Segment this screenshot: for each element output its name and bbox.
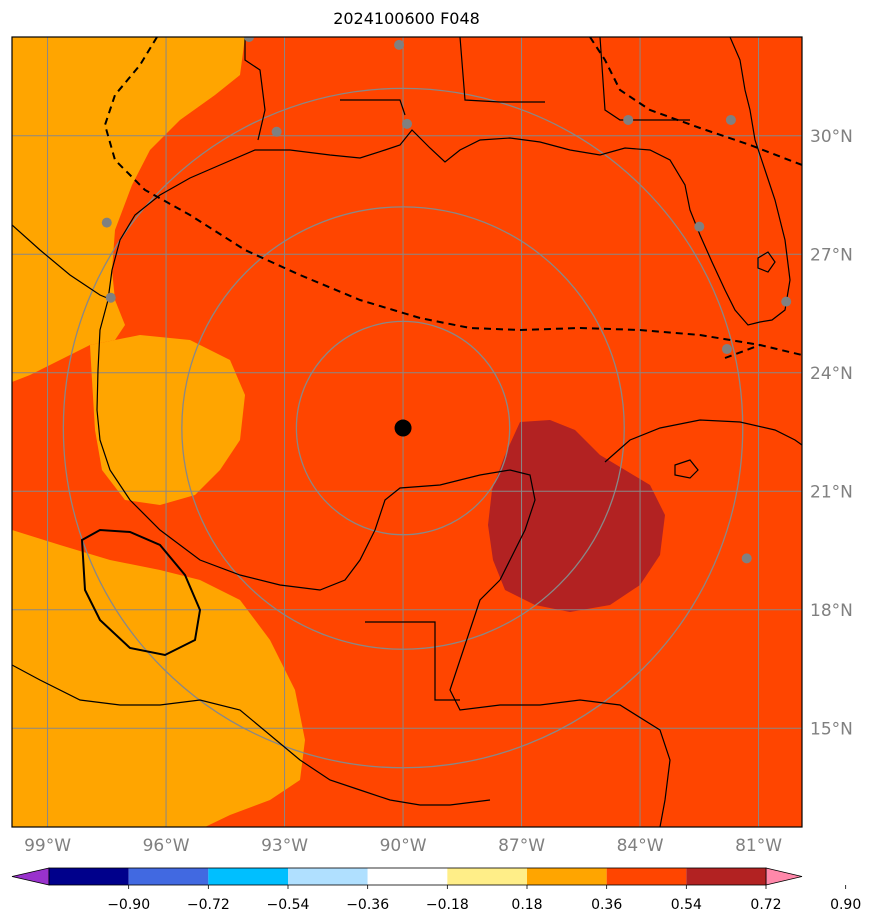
station-marker-11 <box>741 553 752 564</box>
cuba-island-east <box>674 459 699 479</box>
range-rings <box>62 87 744 769</box>
mx-border <box>12 224 113 301</box>
station-marker-9 <box>781 296 792 307</box>
florida-lake <box>757 251 776 273</box>
x-tick-label-0: 99°W <box>24 836 71 856</box>
coastlines <box>12 37 802 827</box>
center-point <box>394 419 412 437</box>
range-ring-0 <box>295 320 511 536</box>
station-marker-1 <box>394 39 405 50</box>
colorbar-segment-0 <box>49 868 129 885</box>
station-marker-7 <box>694 221 705 232</box>
station-markers <box>101 37 792 564</box>
cuba-coast <box>604 419 802 463</box>
colorbar-tick-label-3: −0.36 <box>346 897 389 913</box>
colorbar-tick-label-1: −0.72 <box>187 897 230 913</box>
colorbar-tick-label-2: −0.54 <box>267 897 310 913</box>
guatemala-border <box>365 621 460 701</box>
central-america-caribbean <box>449 579 671 827</box>
x-tick-label-1: 96°W <box>143 836 190 856</box>
mexico-pacific-coast <box>12 664 491 806</box>
dashed-contour-keys <box>724 344 761 359</box>
colorbar-frame <box>48 867 767 886</box>
x-tick-label-6: 81°W <box>735 836 782 856</box>
y-tick-label-4: 27°N <box>810 245 853 265</box>
x-tick-label-2: 93°W <box>261 836 308 856</box>
y-tick-label-3: 24°N <box>810 364 853 384</box>
colorbar-tick-label-4: −0.18 <box>426 897 469 913</box>
fill-level-0.36-0.54-northwest <box>12 37 245 382</box>
baja-west-closed-contour <box>80 528 202 657</box>
y-tick-label-1: 18°N <box>810 601 853 621</box>
x-tick-label-4: 87°W <box>498 836 545 856</box>
y-tick-label-2: 21°N <box>810 482 853 502</box>
colorbar-tick-label-6: 0.36 <box>591 897 622 913</box>
chart-title: 2024100600 F048 <box>333 9 480 28</box>
colorbar-segment-7 <box>606 868 687 885</box>
station-marker-4 <box>623 114 634 125</box>
colorbar-segment-3 <box>288 868 368 885</box>
x-tick-labels: 99°W 96°W 93°W 90°W 87°W 84°W 81°W <box>24 836 782 856</box>
fill-level-0.36-0.54-southwest <box>12 530 305 827</box>
station-marker-5 <box>725 114 736 125</box>
colorbar-tick-label-5: 0.18 <box>511 897 542 913</box>
station-marker-8 <box>105 292 116 303</box>
colorbar-tick-label-8: 0.72 <box>750 897 781 913</box>
colorbar-segment-8 <box>686 868 766 885</box>
range-ring-2 <box>62 87 744 769</box>
station-marker-6 <box>101 217 112 228</box>
colorbar-segment-6 <box>527 868 607 885</box>
state-border-2 <box>599 37 690 121</box>
colorbar-segment-4 <box>367 868 448 885</box>
state-border-3 <box>459 37 545 103</box>
station-marker-2 <box>271 126 282 137</box>
y-tick-labels: 15°N 18°N 21°N 24°N 27°N 30°N <box>810 127 853 740</box>
plot-frame <box>11 36 803 828</box>
x-tick-label-5: 84°W <box>617 836 664 856</box>
y-tick-label-0: 15°N <box>810 719 853 739</box>
colorbar-segment-2 <box>208 868 288 885</box>
colorbar-extend-max <box>765 867 803 886</box>
station-marker-0 <box>244 37 254 42</box>
station-marker-10 <box>721 344 732 355</box>
gulf-coast-north <box>111 37 791 326</box>
colorbar-tick-label-9: 0.90 <box>830 897 861 913</box>
colorbar-tick-label-7: 0.54 <box>671 897 702 913</box>
us-border <box>244 37 266 141</box>
x-tick-label-3: 90°W <box>380 836 427 856</box>
colorbar-tick-label-0: −0.90 <box>107 897 150 913</box>
colorbar-segment-5 <box>447 868 527 885</box>
range-ring-1 <box>181 206 625 650</box>
colorbar-extend-min <box>11 867 50 886</box>
mexico-gulf-coast <box>96 269 536 591</box>
station-marker-3 <box>402 118 412 129</box>
y-tick-label-5: 30°N <box>810 127 853 147</box>
fill-level-0.36-0.54-west <box>90 335 245 505</box>
colorbar-segment-1 <box>128 868 209 885</box>
dashed-contour-northeast <box>589 37 802 166</box>
dashed-contours <box>103 37 802 359</box>
dashed-contour-west <box>103 37 802 356</box>
colorbar: −0.90 −0.72 −0.54 −0.36 −0.18 0.18 0.36 0.54 0.7… <box>11 867 861 913</box>
state-border-1 <box>340 99 406 116</box>
